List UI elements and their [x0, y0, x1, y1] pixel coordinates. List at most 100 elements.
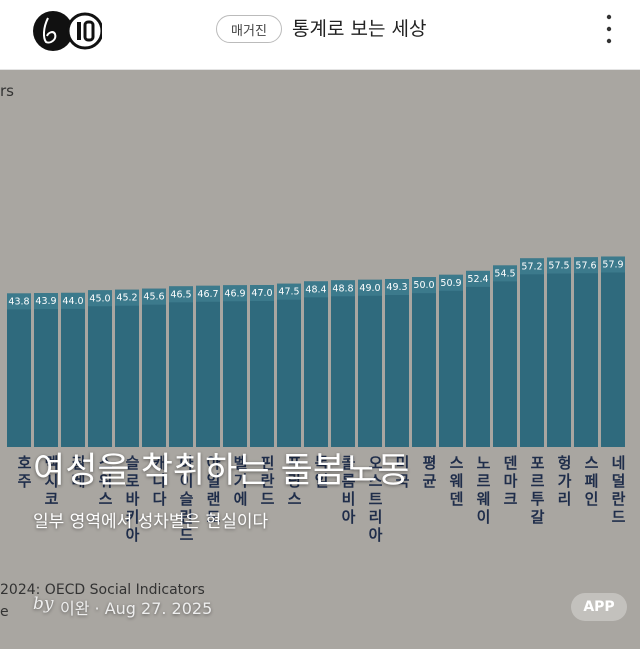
value-box [115, 289, 139, 306]
bar [277, 283, 301, 447]
category-label: 프랑스 [285, 455, 303, 509]
chart-source-fragment: e [0, 604, 9, 620]
magazine-title[interactable]: 통계로 보는 세상 [292, 18, 427, 40]
value-box [196, 285, 220, 302]
value-box [61, 292, 85, 309]
bar [601, 256, 625, 447]
value-box [466, 270, 490, 287]
app-button[interactable]: APP [571, 593, 627, 621]
value-box [412, 277, 436, 294]
value-box [304, 281, 328, 298]
bar [250, 285, 274, 447]
bar [7, 293, 31, 447]
value-label: 48.4 [305, 284, 326, 295]
more-menu[interactable] [604, 12, 614, 46]
value-label: 57.6 [575, 260, 596, 271]
category-label: 포르투갈 [528, 455, 546, 527]
cover-chart: 43.8 43.9 44.0 45.0 45.2 45.6 46.5 46.7 46.9 47.0… [7, 256, 625, 447]
value-box [88, 290, 112, 307]
bar [88, 290, 112, 447]
value-label: 49.3 [386, 282, 407, 293]
value-label: 43.8 [8, 296, 29, 307]
bar [385, 278, 409, 447]
value-label: 46.5 [170, 289, 191, 300]
category-label: 헝가리 [555, 455, 573, 509]
bar [520, 258, 544, 447]
value-label: 49.0 [359, 283, 380, 294]
value-box [250, 285, 274, 302]
value-label: 57.9 [602, 259, 623, 270]
byline-prefix: by [33, 594, 54, 614]
category-label: 벨기에 [231, 455, 249, 509]
category-label: 캐나다 [150, 455, 168, 509]
bar [304, 281, 328, 447]
category-label: 슬로바키아 [123, 455, 141, 545]
bar [574, 257, 598, 447]
category-label: 아일랜드 [204, 455, 222, 527]
bar [115, 289, 139, 447]
category-label: 평균 [420, 455, 438, 491]
top-bar: 매거진 통계로 보는 세상 [0, 0, 640, 70]
magazine-button[interactable]: 매거진 [216, 15, 282, 43]
value-box [385, 278, 409, 295]
value-label: 54.5 [494, 268, 515, 279]
bar [412, 277, 436, 447]
category-label: 핀란드 [258, 455, 276, 509]
byline[interactable]: 이완 · Aug 27. 2025 [60, 599, 213, 618]
value-label: 52.4 [467, 274, 488, 285]
value-label: 44.0 [62, 296, 83, 307]
value-box [520, 258, 544, 275]
value-box [493, 265, 517, 282]
bar [196, 285, 220, 447]
cover-title: 여성을 착취하는 돌봄노동 [33, 451, 410, 491]
chart-source: 2024: OECD Social Indicators [0, 582, 205, 598]
value-box [223, 285, 247, 302]
value-box [574, 257, 598, 274]
category-label: 스웨덴 [447, 455, 465, 509]
value-label: 45.0 [89, 293, 110, 304]
category-label: 스페인 [582, 455, 600, 509]
value-label: 50.9 [440, 278, 461, 289]
value-label: 50.0 [413, 280, 434, 291]
value-label: 45.6 [143, 292, 164, 303]
category-label: 콜롬비아 [339, 455, 357, 527]
bar [169, 286, 193, 447]
value-label: 43.9 [35, 296, 56, 307]
value-label: 57.2 [521, 261, 542, 272]
cover: 43.8 43.9 44.0 45.0 45.2 45.6 46.5 46.7 46.9 47.0… [0, 70, 640, 649]
value-box [331, 280, 355, 297]
value-box [547, 257, 571, 274]
value-box [169, 286, 193, 303]
value-label: 48.8 [332, 283, 353, 294]
bar [493, 265, 517, 447]
bar [223, 285, 247, 447]
value-label: 47.0 [251, 288, 272, 299]
value-box [601, 256, 625, 273]
category-label: 스위스 [96, 455, 114, 509]
category-label: 아이슬란드 [177, 455, 195, 545]
value-label: 46.9 [224, 288, 245, 299]
bar [466, 270, 490, 447]
category-label: 오스트리아 [366, 455, 384, 545]
chart-fragment: rs [0, 82, 14, 100]
bar [358, 279, 382, 447]
category-label: 네덜란드 [609, 455, 627, 527]
bar [547, 257, 571, 447]
value-label: 47.5 [278, 287, 299, 298]
category-label: 독일 [312, 455, 330, 491]
category-label: 덴마크 [501, 455, 519, 509]
value-label: 45.2 [116, 293, 137, 304]
logo[interactable] [30, 8, 102, 58]
bar [439, 274, 463, 447]
cover-subtitle: 일부 영역에서 성차별은 현실이다 [33, 512, 269, 532]
bar [61, 292, 85, 447]
category-label: 호주 [15, 455, 33, 491]
bar [331, 280, 355, 447]
category-label: 노르웨이 [474, 455, 492, 527]
value-box [358, 279, 382, 296]
bar [34, 293, 58, 447]
value-label: 57.5 [548, 261, 569, 272]
value-box [7, 293, 31, 310]
